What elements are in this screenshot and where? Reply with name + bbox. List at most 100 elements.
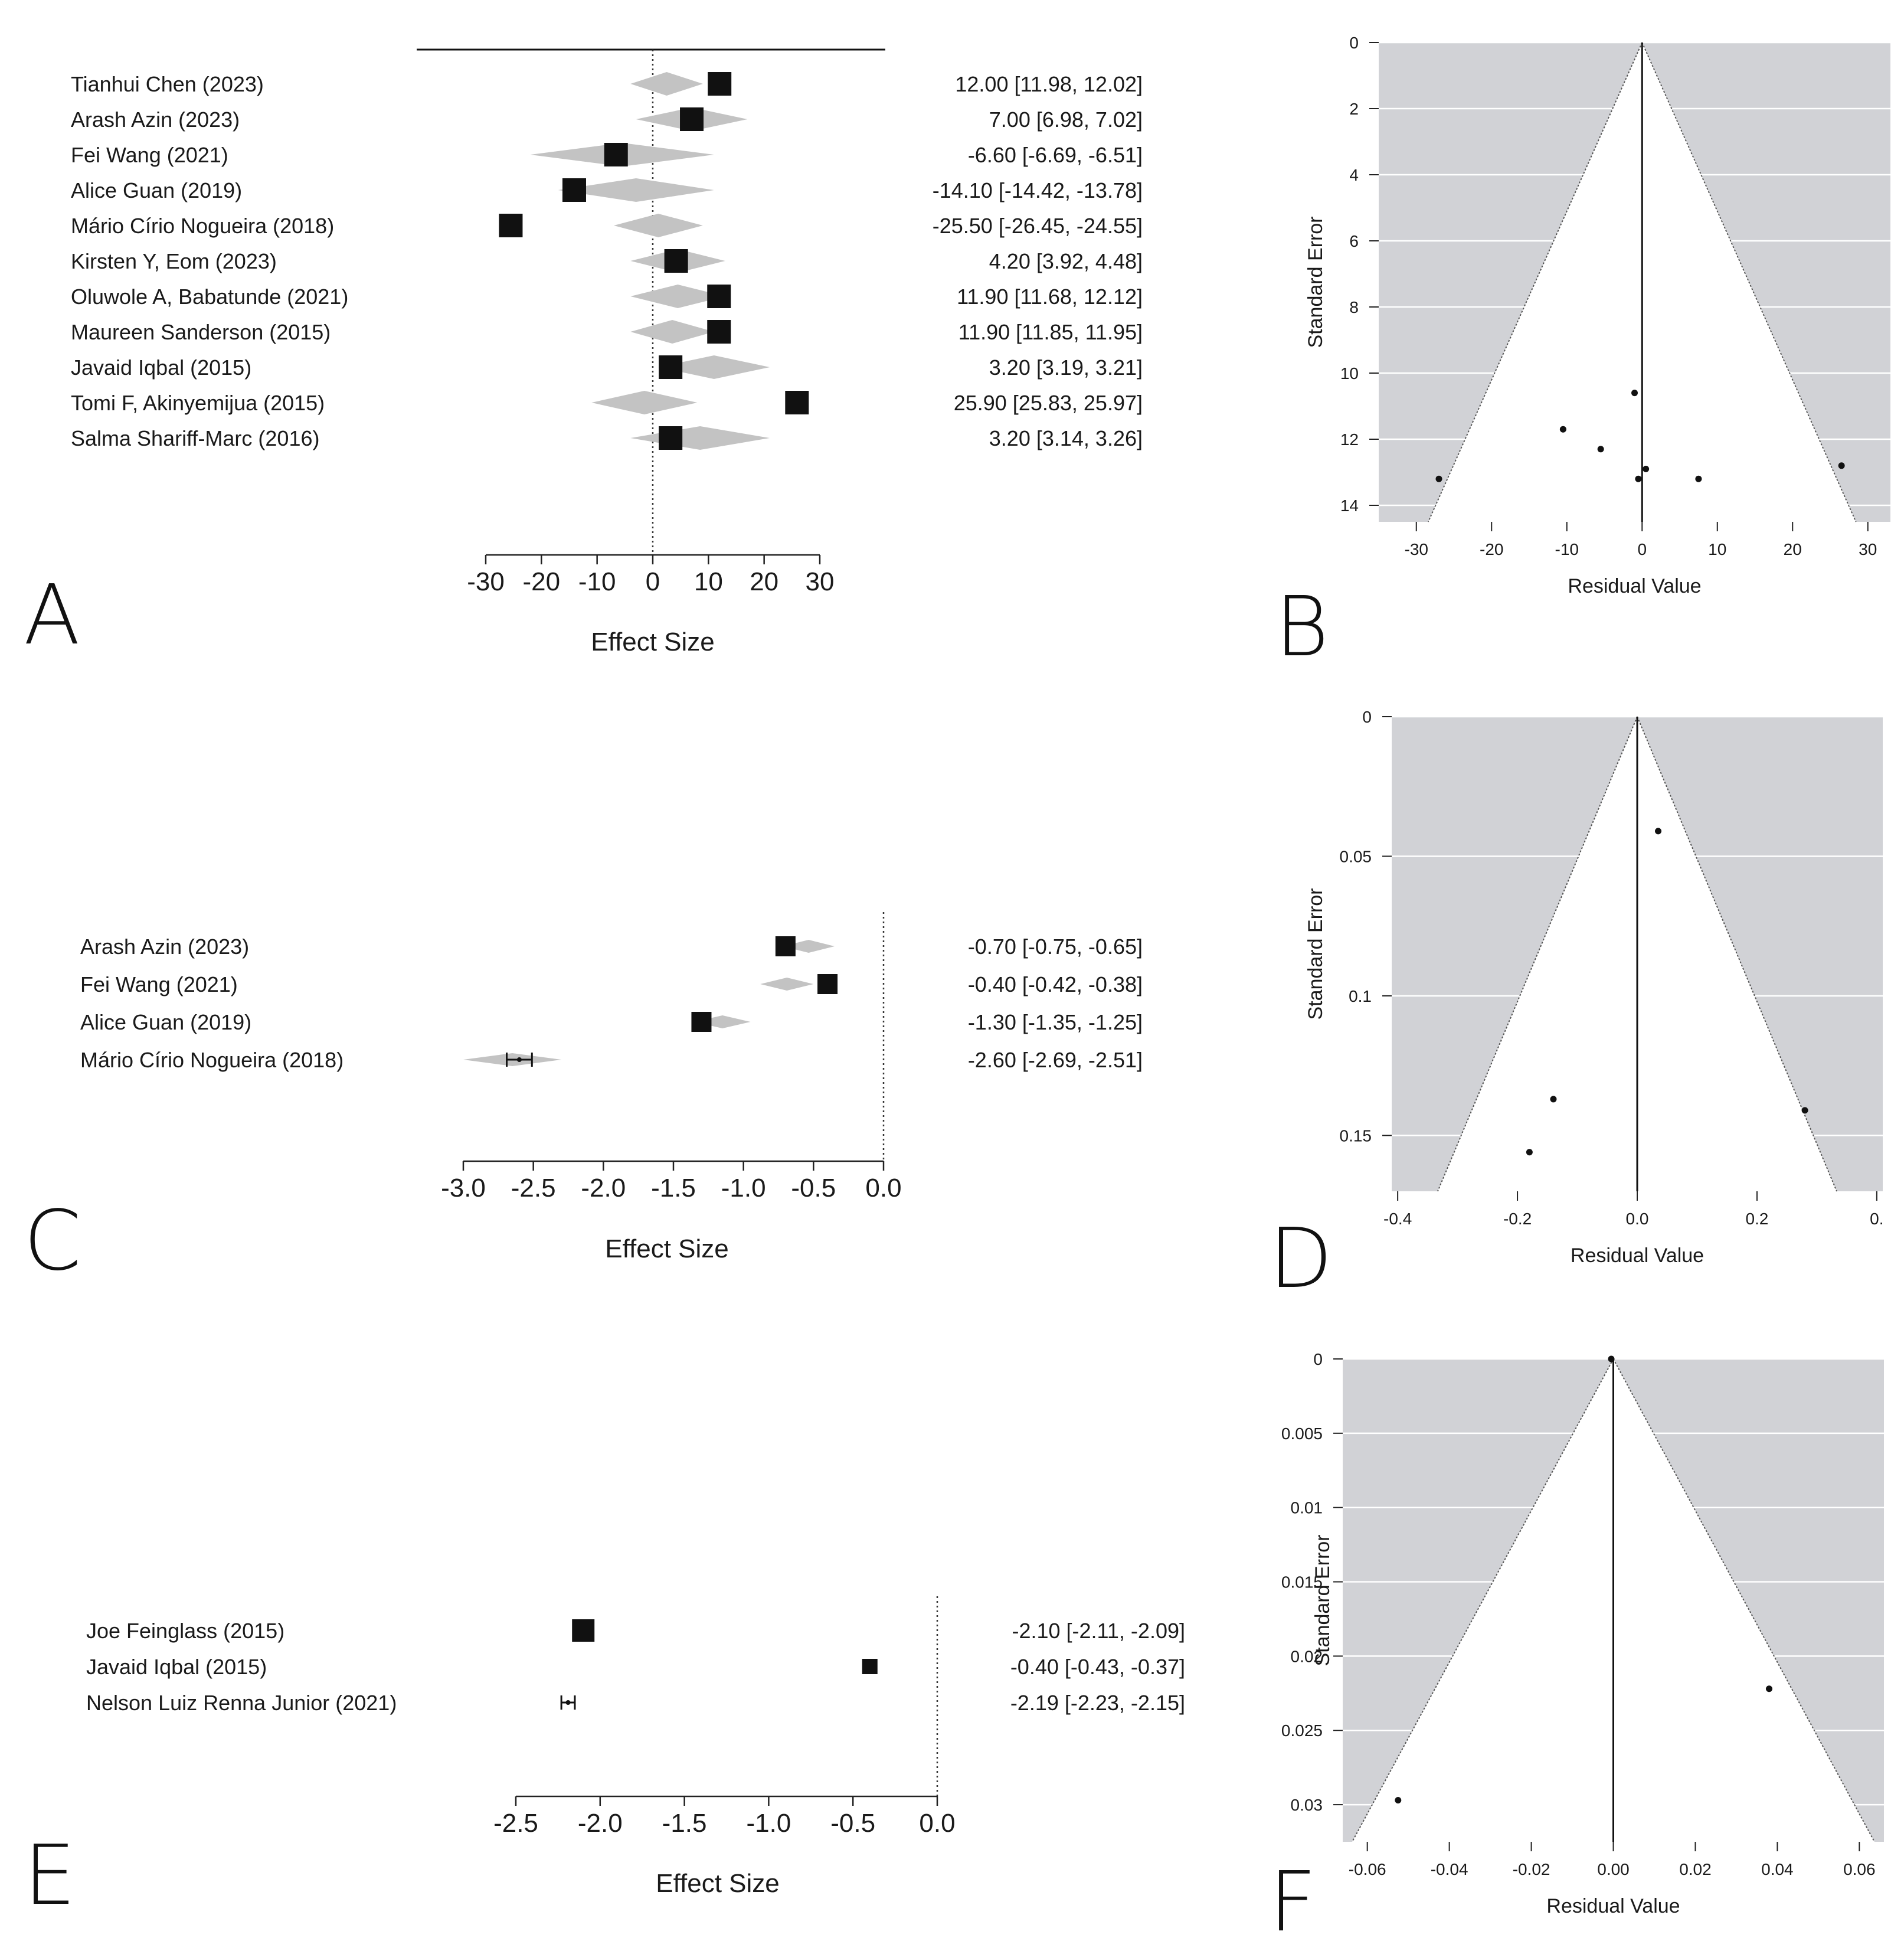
study-ci-text: -0.40 [-0.43, -0.37] [1010, 1655, 1185, 1679]
study-ci-text: 12.00 [11.98, 12.02] [955, 72, 1143, 96]
study-ci-text: 11.90 [11.68, 12.12] [957, 285, 1143, 309]
x-tick-label: -0.04 [1431, 1860, 1468, 1878]
funnel-right-boundary [1641, 42, 1857, 522]
study-label: Javaid Iqbal (2015) [71, 355, 251, 380]
study-ci-text: -2.10 [-2.11, -2.09] [1012, 1619, 1185, 1643]
study-point [1765, 1685, 1772, 1692]
x-tick-label: 0. [1870, 1210, 1883, 1228]
study-label: Javaid Iqbal (2015) [86, 1655, 267, 1679]
x-tick-label: 20 [750, 567, 778, 596]
prediction-diamond [591, 391, 698, 414]
x-axis-title: Residual Value [1568, 575, 1701, 597]
x-tick-label: 0.06 [1843, 1860, 1876, 1878]
x-tick-label: 10 [694, 567, 723, 596]
prediction-diamond [630, 320, 714, 344]
study-ci-text: -2.19 [-2.23, -2.15] [1010, 1691, 1185, 1715]
study-ci-text: 7.00 [6.98, 7.02] [989, 107, 1143, 132]
x-tick-label: -0.5 [791, 1174, 836, 1203]
prediction-diamond [630, 72, 703, 96]
x-tick-label: -30 [1405, 540, 1428, 558]
study-label: Mário Círio Nogueira (2018) [80, 1048, 343, 1072]
x-axis-title: Effect Size [591, 628, 715, 656]
x-tick-label: -0.4 [1383, 1210, 1412, 1228]
prediction-diamond [630, 285, 725, 308]
estimate-square [572, 1619, 595, 1642]
x-tick-label: -1.5 [662, 1809, 707, 1838]
x-tick-label: -0.2 [1503, 1210, 1532, 1228]
funnel-left-boundary [1437, 716, 1638, 1192]
panel-c-forest-plot: Arash Azin (2023) -0.70 [-0.75, -0.65] Fei… [24, 912, 1143, 1289]
panel-e-forest-plot: Joe Feinglass (2015) -2.10 [-2.11, -2.09]… [24, 1596, 1185, 1924]
estimate-point [516, 1057, 522, 1062]
study-label: Fei Wang (2021) [71, 143, 228, 167]
estimate-square [680, 107, 704, 131]
study-label: Arash Azin (2023) [71, 107, 240, 132]
study-ci-text: 11.90 [11.85, 11.95] [958, 320, 1143, 344]
y-tick-label: 0.02 [1291, 1647, 1323, 1665]
estimate-point [565, 1700, 571, 1705]
x-tick-label: -2.5 [493, 1809, 538, 1838]
x-tick-label: 0.0 [1626, 1210, 1649, 1228]
y-tick-label: 0.05 [1340, 847, 1372, 865]
y-tick-label: 8 [1349, 298, 1359, 316]
study-point [1631, 390, 1638, 397]
panel-letter: E [24, 1828, 76, 1924]
prediction-diamond [783, 940, 835, 953]
x-tick-label: 0.04 [1761, 1860, 1794, 1878]
y-tick-label: 0.01 [1291, 1499, 1323, 1517]
y-tick-label: 0.15 [1340, 1126, 1372, 1145]
study-label: Maureen Sanderson (2015) [71, 320, 331, 344]
estimate-square [862, 1659, 878, 1674]
estimate-square [659, 426, 683, 450]
y-tick-label: 12 [1340, 430, 1359, 449]
x-tick-label: 20 [1784, 540, 1802, 558]
study-ci-text: -6.60 [-6.69, -6.51] [968, 143, 1143, 167]
study-label: Joe Feinglass (2015) [86, 1619, 284, 1643]
prediction-diamond [630, 426, 770, 450]
study-point [1597, 446, 1604, 453]
study-point [1395, 1797, 1402, 1804]
panel-d-funnel-plot: 0 0.05 0.1 0.15 -0.4 -0.2 0.0 0.2 0. Residual Val… [1269, 708, 1884, 1307]
study-label: Salma Shariff-Marc (2016) [71, 426, 320, 450]
funnel-right-boundary [1612, 1358, 1875, 1842]
x-axis-title: Effect Size [605, 1234, 729, 1263]
panel-letter: C [24, 1193, 81, 1289]
estimate-square [707, 285, 731, 308]
x-tick-label: -1.0 [721, 1174, 766, 1203]
estimate-square [775, 936, 796, 956]
x-tick-label: -20 [1480, 540, 1503, 558]
estimate-square [499, 214, 523, 237]
x-tick-label: 30 [806, 567, 835, 596]
panel-letter: F [1269, 1854, 1317, 1950]
study-label: Oluwole A, Babatunde (2021) [71, 285, 348, 309]
study-label: Tianhui Chen (2023) [71, 72, 264, 96]
study-point [1838, 462, 1845, 469]
x-tick-label: -0.5 [830, 1809, 875, 1838]
study-ci-text: -2.60 [-2.69, -2.51] [968, 1048, 1143, 1072]
x-tick-label: 0.00 [1597, 1860, 1630, 1878]
panel-letter: B [1275, 579, 1329, 675]
study-point [1608, 1355, 1615, 1362]
prediction-diamond [558, 178, 714, 202]
prediction-diamond [694, 1015, 751, 1028]
estimate-square [785, 391, 809, 414]
y-tick-label: 0.025 [1281, 1721, 1323, 1740]
y-axis-title: Standard Error [1311, 1535, 1334, 1667]
study-ci-text: -14.10 [-14.42, -13.78] [933, 178, 1143, 202]
study-label: Tomi F, Akinyemijua (2015) [71, 391, 325, 415]
y-tick-label: 0.03 [1291, 1796, 1323, 1814]
x-tick-label: 0.2 [1745, 1210, 1768, 1228]
estimate-square [707, 320, 731, 344]
y-tick-label: 0.005 [1281, 1424, 1323, 1443]
x-tick-label: -1.0 [746, 1809, 791, 1838]
y-tick-label: 0 [1349, 34, 1359, 52]
y-tick-label: 0 [1313, 1350, 1323, 1368]
funnel-left-boundary [1427, 42, 1643, 522]
y-axis-title: Standard Error [1304, 217, 1327, 348]
y-tick-label: 4 [1349, 166, 1359, 184]
x-axis-title: Residual Value [1546, 1895, 1680, 1917]
study-ci-text: -0.40 [-0.42, -0.38] [968, 972, 1143, 996]
study-label: Alice Guan (2019) [71, 178, 242, 202]
estimate-square [664, 249, 688, 273]
x-tick-label: 0.0 [919, 1809, 955, 1838]
